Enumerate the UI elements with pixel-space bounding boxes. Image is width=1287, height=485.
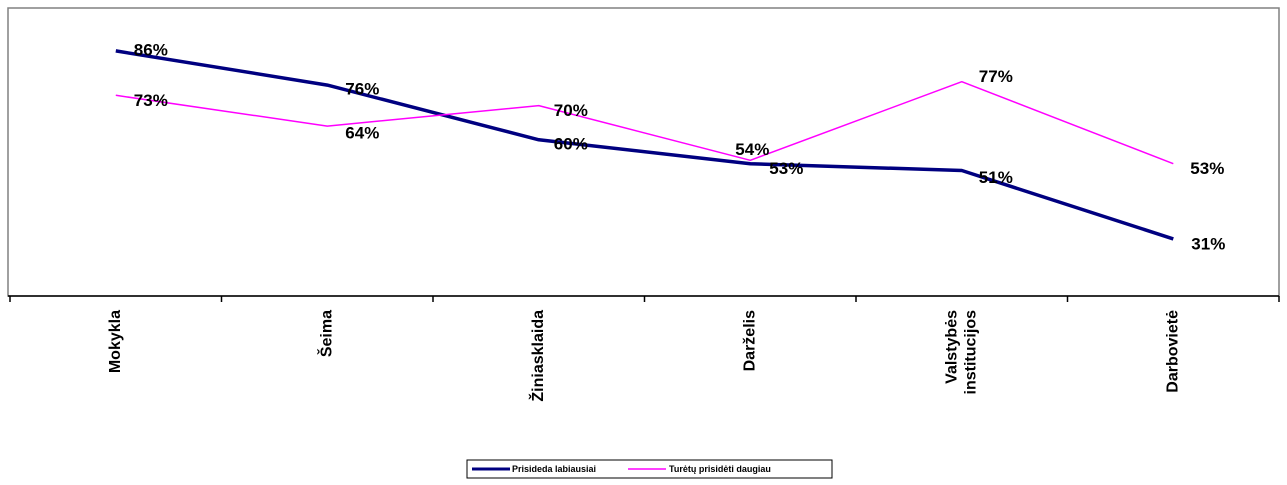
data-label-series-1: 53% (769, 159, 803, 178)
x-axis (8, 295, 1280, 302)
data-label-series-2: 64% (345, 124, 379, 143)
category-label: Žiniasklaida (528, 310, 547, 402)
category-label-line: Mokykla (107, 310, 124, 373)
category-labels: Mokykla Šeima Žiniasklaida Darželis Valstybė… (107, 310, 1182, 402)
data-label-series-2: 54% (735, 140, 769, 159)
legend: Prisideda labiausiai Turėtų prisidėti da… (466, 459, 833, 479)
data-label-series-2: 53% (1190, 159, 1224, 178)
data-label-series-2: 73% (134, 91, 168, 110)
data-label-series-1: 51% (979, 168, 1013, 187)
category-label: Darbovietė (1165, 310, 1182, 393)
series-line-1 (115, 49, 1174, 241)
category-label-line: institucijos (963, 310, 980, 395)
data-label-series-1: 76% (345, 80, 379, 99)
category-label-line: Žiniasklaida (528, 310, 547, 402)
data-labels: 86% 76% 60% 53% 51% 31% 73% 64% 70% 54% 77% 53% (134, 40, 1226, 253)
data-label-series-1: 86% (134, 40, 168, 59)
category-label-line: Darbovietė (1165, 310, 1182, 393)
data-label-series-2: 77% (979, 67, 1013, 86)
category-label-line: Darželis (742, 310, 759, 371)
data-label-series-1: 60% (554, 134, 588, 153)
legend-label-series-2: Turėtų prisidėti daugiau (669, 464, 771, 474)
data-label-series-2: 70% (554, 101, 588, 120)
category-label-line: Šeima (317, 310, 336, 357)
legend-label-series-1: Prisideda labiausiai (512, 464, 596, 474)
category-label: Mokykla (107, 310, 124, 373)
category-label: Valstybės institucijos (944, 310, 980, 395)
series-line-2 (115, 80, 1174, 165)
category-label: Šeima (317, 310, 336, 357)
category-label-line: Valstybės (944, 310, 961, 384)
series-lines (115, 49, 1174, 241)
data-label-series-1: 31% (1191, 234, 1225, 253)
category-label: Darželis (742, 310, 759, 371)
